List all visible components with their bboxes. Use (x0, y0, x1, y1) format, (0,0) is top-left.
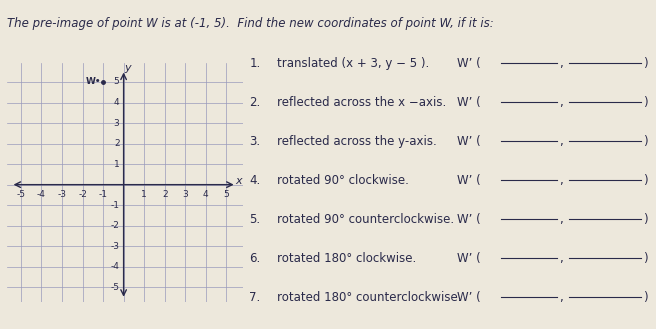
Text: 4: 4 (114, 98, 119, 107)
Text: ): ) (644, 57, 648, 70)
Text: rotated 90° counterclockwise.: rotated 90° counterclockwise. (277, 213, 455, 226)
Text: ,: , (560, 213, 563, 226)
Text: W’ (: W’ ( (457, 174, 481, 187)
Text: ,: , (560, 291, 563, 304)
Text: W’ (: W’ ( (457, 291, 481, 304)
Text: 1: 1 (113, 160, 119, 169)
Text: 6.: 6. (249, 252, 260, 265)
Text: 4.: 4. (249, 174, 260, 187)
Text: ): ) (644, 291, 648, 304)
Text: rotated 180° clockwise.: rotated 180° clockwise. (277, 252, 417, 265)
Text: ,: , (560, 135, 563, 148)
Text: ,: , (560, 252, 563, 265)
Text: W•: W• (85, 77, 101, 87)
Text: ): ) (644, 174, 648, 187)
Text: W’ (: W’ ( (457, 213, 481, 226)
Text: 7.: 7. (249, 291, 260, 304)
Text: -1: -1 (110, 201, 119, 210)
Text: -2: -2 (111, 221, 119, 230)
Text: 5: 5 (224, 190, 229, 199)
Text: rotated 180° counterclockwise.: rotated 180° counterclockwise. (277, 291, 462, 304)
Text: ,: , (560, 96, 563, 109)
Text: 3: 3 (113, 118, 119, 128)
Text: -3: -3 (110, 242, 119, 251)
Text: ): ) (644, 96, 648, 109)
Text: ): ) (644, 252, 648, 265)
Text: translated (x + 3, y − 5 ).: translated (x + 3, y − 5 ). (277, 57, 430, 70)
Text: 2: 2 (114, 139, 119, 148)
Text: 3: 3 (182, 190, 188, 199)
Text: -5: -5 (16, 190, 26, 199)
Text: 4: 4 (203, 190, 209, 199)
Text: y: y (125, 63, 131, 73)
Text: -1: -1 (98, 190, 108, 199)
Text: -3: -3 (58, 190, 66, 199)
Text: rotated 90° clockwise.: rotated 90° clockwise. (277, 174, 409, 187)
Text: ,: , (560, 57, 563, 70)
Text: x: x (236, 176, 242, 186)
Text: W’ (: W’ ( (457, 252, 481, 265)
Text: ): ) (644, 135, 648, 148)
Text: ,: , (560, 174, 563, 187)
Text: 5.: 5. (249, 213, 260, 226)
Text: -4: -4 (37, 190, 46, 199)
Text: reflected across the x −axis.: reflected across the x −axis. (277, 96, 447, 109)
Text: 2.: 2. (249, 96, 260, 109)
Text: W’ (: W’ ( (457, 96, 481, 109)
Text: reflected across the y-axis.: reflected across the y-axis. (277, 135, 437, 148)
Text: ): ) (644, 213, 648, 226)
Text: 3.: 3. (249, 135, 260, 148)
Text: 2: 2 (162, 190, 167, 199)
Text: 1.: 1. (249, 57, 260, 70)
Text: 5: 5 (113, 77, 119, 87)
Text: -5: -5 (110, 283, 119, 292)
Text: -2: -2 (78, 190, 87, 199)
Text: -4: -4 (111, 262, 119, 271)
Text: W’ (: W’ ( (457, 135, 481, 148)
Text: The pre-image of point W is at (-1, 5).  Find the new coordinates of point W, if: The pre-image of point W is at (-1, 5). … (7, 16, 493, 30)
Text: W’ (: W’ ( (457, 57, 481, 70)
Text: 1: 1 (141, 190, 147, 199)
